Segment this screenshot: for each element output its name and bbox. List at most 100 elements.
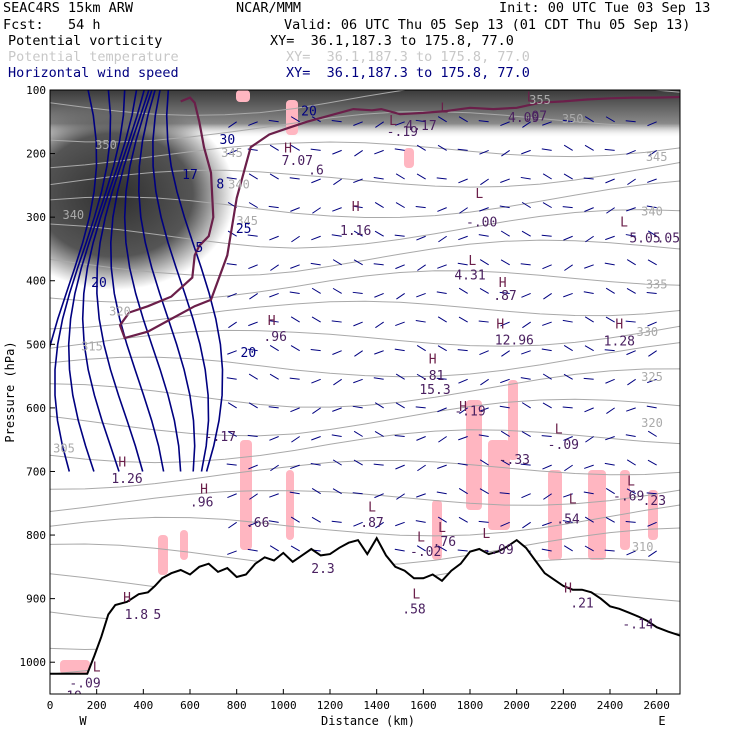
pv-value-label: .58: [402, 602, 425, 617]
wind-vector: [353, 430, 363, 437]
wind-vector: [605, 116, 615, 123]
wind-vector: [247, 548, 258, 552]
y-tick-label: 700: [26, 465, 46, 478]
wind-vector: [541, 234, 552, 237]
wind-vector: [227, 493, 237, 498]
high-low-marker: L: [468, 254, 476, 269]
wind-vector: [479, 207, 489, 212]
wind-vector: [459, 407, 468, 414]
theta-contour: [50, 162, 680, 188]
wind-vector: [564, 464, 573, 472]
theta-contour: [50, 368, 680, 408]
y-axis-label: Pressure (hPa): [3, 341, 17, 442]
wind-vector: [563, 144, 573, 151]
wind-vector: [584, 407, 594, 413]
wind-vector: [311, 178, 321, 184]
wind-vector: [478, 434, 489, 437]
pv-value-label: -.14: [622, 618, 653, 633]
high-low-marker: H: [499, 276, 507, 291]
wind-contour: [137, 90, 196, 472]
wind-vector: [396, 293, 405, 300]
wind-speed-label: 20: [91, 276, 107, 291]
wind-vector: [249, 493, 258, 500]
wind-vector: [373, 377, 384, 380]
wind-vector: [584, 207, 594, 212]
x-tick-label: 2000: [503, 699, 530, 712]
wind-vector: [227, 350, 237, 355]
y-tick-label: 300: [26, 211, 46, 224]
theta-label: 320: [641, 416, 663, 430]
wind-vector: [478, 520, 489, 523]
wind-vector: [269, 373, 279, 380]
wind-vector: [373, 177, 384, 180]
high-low-marker: L: [440, 101, 448, 116]
wind-vector: [605, 287, 615, 294]
high-low-marker: H: [352, 200, 360, 215]
wind-vector: [311, 516, 321, 523]
x-axis-label: Distance (km): [321, 714, 415, 728]
wind-vector: [501, 149, 510, 157]
pv-value-label: .96: [190, 495, 213, 510]
wind-vector: [248, 464, 258, 470]
pv-value-label: 5.05: [629, 232, 660, 247]
theta-label: 330: [636, 325, 658, 339]
wind-vector: [499, 291, 510, 294]
wind-vector: [647, 230, 657, 237]
wind-vector: [584, 345, 594, 352]
wind-vector: [416, 493, 426, 498]
high-low-marker: L: [368, 501, 376, 516]
wind-vector: [373, 463, 384, 466]
high-low-marker: H: [564, 581, 572, 596]
wind-vector: [269, 436, 279, 441]
theta-contour: [50, 489, 680, 512]
wind-vector: [584, 144, 594, 151]
wind-vector: [457, 462, 468, 466]
wind-vector: [562, 319, 573, 323]
wind-vector: [269, 173, 279, 180]
wind-vector: [290, 264, 300, 269]
wind-vector: [395, 402, 405, 409]
pv-value-label: -.09: [482, 543, 513, 558]
wind-vector: [394, 348, 405, 352]
y-tick-label: 600: [26, 402, 46, 415]
wind-vector: [290, 144, 300, 151]
wind-vector: [626, 488, 636, 495]
pv-value-label: -.69: [613, 490, 644, 505]
high-low-marker: L: [555, 422, 563, 437]
wind-vector: [311, 316, 321, 323]
wind-vector: [353, 121, 363, 126]
wind-vector: [478, 320, 489, 323]
wind-vector: [416, 235, 426, 241]
wind-vector: [332, 149, 342, 155]
wind-vector: [268, 406, 279, 409]
wind-vector: [500, 521, 510, 527]
wind-vector: [605, 316, 615, 323]
wind-vector: [457, 262, 468, 266]
pv-shaded-patch: [648, 490, 658, 540]
wind-vector: [647, 178, 657, 183]
wind-vector: [562, 119, 573, 123]
wind-vector: [394, 434, 405, 438]
wind-vector: [311, 488, 321, 495]
west-label: W: [79, 714, 87, 728]
wind-vector: [606, 207, 615, 214]
high-low-marker: L: [527, 90, 535, 105]
wind-vector: [562, 520, 573, 523]
pv-value-label: -.09: [69, 677, 100, 692]
terrain-line: [50, 536, 680, 675]
wind-vector: [625, 520, 636, 523]
wind-vector: [416, 436, 426, 441]
pv-shaded-patch: [236, 90, 250, 102]
wind-contour: [123, 90, 182, 472]
wind-vector: [290, 116, 300, 123]
wind-vector: [500, 178, 510, 183]
high-low-marker: H: [268, 314, 276, 329]
wind-vector: [604, 462, 615, 466]
wind-vector: [626, 550, 636, 556]
wind-vector: [268, 520, 279, 523]
pv-value-label: .23: [643, 494, 666, 509]
high-low-marker: L: [438, 521, 446, 536]
x-tick-label: 1200: [317, 699, 344, 712]
pv-value-label: .76: [433, 535, 456, 550]
wind-vector: [563, 436, 573, 441]
